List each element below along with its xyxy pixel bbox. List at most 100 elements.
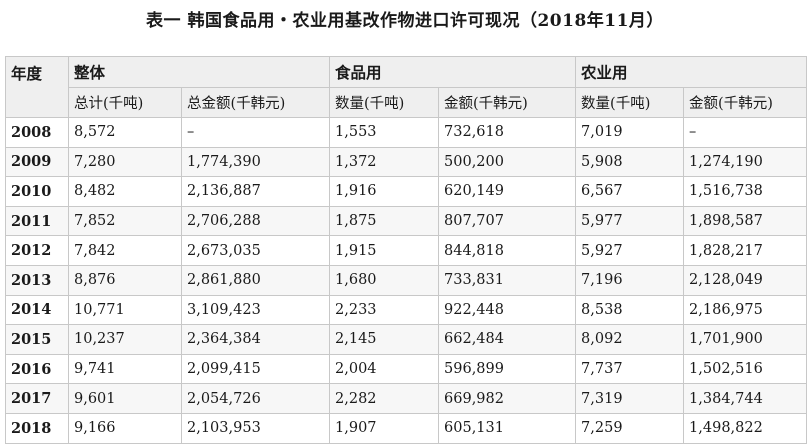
agri-volume-cell: 7,019 bbox=[575, 117, 685, 148]
total-volume-cell: 8,482 bbox=[68, 176, 182, 207]
agri-volume-cell: 7,259 bbox=[575, 412, 685, 444]
food-volume-cell: 1,875 bbox=[329, 205, 440, 237]
header-food: 食品用 bbox=[329, 56, 577, 88]
total-volume-cell: 9,166 bbox=[68, 412, 182, 444]
total-amount-cell: 2,103,953 bbox=[180, 412, 331, 444]
total-amount-cell: 2,673,035 bbox=[180, 235, 331, 266]
agri-volume-cell: 6,567 bbox=[575, 176, 685, 207]
table-row: 2012 7,842 2,673,035 1,915 844,818 5,927 1,828… bbox=[5, 235, 808, 266]
food-volume-cell: 1,372 bbox=[329, 146, 440, 178]
food-volume-cell: 2,233 bbox=[329, 294, 440, 326]
table-row: 2010 8,482 2,136,887 1,916 620,149 6,567 1,516… bbox=[5, 176, 808, 207]
food-amount-cell: 605,131 bbox=[438, 412, 577, 444]
food-volume-cell: 1,907 bbox=[329, 412, 440, 444]
total-volume-cell: 7,852 bbox=[68, 205, 182, 237]
total-amount-cell: 2,099,415 bbox=[180, 353, 331, 385]
agri-amount-cell: 1,516,738 bbox=[683, 176, 808, 207]
table-row: 2013 8,876 2,861,880 1,680 733,831 7,196 2,128… bbox=[5, 264, 808, 296]
agri-volume-cell: 5,908 bbox=[575, 146, 685, 178]
food-amount-cell: 620,149 bbox=[438, 176, 577, 207]
agri-volume-cell: 7,319 bbox=[575, 383, 685, 414]
food-amount-cell: 669,982 bbox=[438, 383, 577, 414]
row-year: 2008 bbox=[5, 117, 69, 148]
header-food-volume: 数量(千吨) bbox=[329, 87, 440, 118]
agri-volume-cell: 5,977 bbox=[575, 205, 685, 237]
header-total-amount: 总金额(千韩元) bbox=[180, 87, 331, 118]
agri-amount-cell: 1,701,900 bbox=[683, 324, 808, 355]
agri-amount-cell: 1,898,587 bbox=[683, 205, 808, 237]
row-year: 2009 bbox=[5, 146, 69, 178]
header-food-amount: 金额(千韩元) bbox=[438, 87, 577, 118]
total-volume-cell: 7,280 bbox=[68, 146, 182, 178]
row-year: 2013 bbox=[5, 264, 69, 296]
food-volume-cell: 2,282 bbox=[329, 383, 440, 414]
agri-volume-cell: 7,196 bbox=[575, 264, 685, 296]
header-row-subcolumns: 总计(千吨) 总金额(千韩元) 数量(千吨) 金额(千韩元) 数量(千吨) 金额… bbox=[6, 87, 808, 118]
page-title: 表一 韩国食品用・农业用基改作物进口许可现况（2018年11月） bbox=[146, 11, 664, 31]
total-amount-cell: 2,364,384 bbox=[180, 324, 331, 355]
food-amount-cell: 500,200 bbox=[438, 146, 577, 178]
food-amount-cell: 733,831 bbox=[438, 264, 577, 296]
header-row-groups: 年度 整体 食品用 农业用 bbox=[5, 56, 808, 118]
food-amount-cell: 596,899 bbox=[438, 353, 577, 385]
food-volume-cell: 1,916 bbox=[329, 176, 440, 207]
food-amount-cell: 807,707 bbox=[438, 205, 577, 237]
total-amount-cell: 2,136,887 bbox=[180, 176, 331, 207]
agri-volume-cell: 5,927 bbox=[575, 235, 685, 266]
table-row: 2016 9,741 2,099,415 2,004 596,899 7,737 1,502… bbox=[5, 353, 808, 385]
table-row: 2011 7,852 2,706,288 1,875 807,707 5,977 1,898… bbox=[5, 205, 808, 237]
gmo-import-table: 年度 整体 食品用 农业用 总计(千吨) 总金额(千韩元) 数量(千吨) 金额(… bbox=[5, 56, 808, 444]
total-volume-cell: 10,771 bbox=[68, 294, 182, 326]
header-agri-amount: 金额(千韩元) bbox=[683, 87, 808, 118]
header-total-volume: 总计(千吨) bbox=[68, 87, 182, 118]
total-volume-cell: 9,741 bbox=[68, 353, 182, 385]
agri-amount-cell: 2,128,049 bbox=[683, 264, 808, 296]
total-volume-cell: 7,842 bbox=[68, 235, 182, 266]
agri-amount-cell: 2,186,975 bbox=[683, 294, 808, 326]
food-volume-cell: 1,915 bbox=[329, 235, 440, 266]
food-amount-cell: 844,818 bbox=[438, 235, 577, 266]
row-year: 2012 bbox=[5, 235, 69, 266]
agri-amount-cell: 1,502,516 bbox=[683, 353, 808, 385]
total-amount-cell: 2,861,880 bbox=[180, 264, 331, 296]
total-amount-cell: 1,774,390 bbox=[180, 146, 331, 178]
row-year: 2016 bbox=[5, 353, 69, 385]
total-amount-cell: – bbox=[180, 117, 331, 148]
total-volume-cell: 10,237 bbox=[68, 324, 182, 355]
row-year: 2011 bbox=[5, 205, 69, 237]
agri-amount-cell: 1,384,744 bbox=[683, 383, 808, 414]
header-year: 年度 bbox=[5, 56, 69, 118]
table-row: 2009 7,280 1,774,390 1,372 500,200 5,908 1,274… bbox=[5, 146, 808, 178]
food-amount-cell: 732,618 bbox=[438, 117, 577, 148]
agri-amount-cell: 1,828,217 bbox=[683, 235, 808, 266]
table-row: 2015 10,237 2,364,384 2,145 662,484 8,092 1,70… bbox=[5, 324, 808, 355]
food-amount-cell: 922,448 bbox=[438, 294, 577, 326]
total-volume-cell: 9,601 bbox=[68, 383, 182, 414]
header-overall: 整体 bbox=[67, 56, 331, 88]
food-volume-cell: 2,145 bbox=[329, 324, 440, 355]
agri-amount-cell: – bbox=[683, 117, 808, 148]
food-volume-cell: 1,553 bbox=[329, 117, 440, 148]
row-year: 2015 bbox=[5, 324, 69, 355]
total-amount-cell: 2,706,288 bbox=[180, 205, 331, 237]
agri-amount-cell: 1,498,822 bbox=[683, 412, 808, 444]
total-amount-cell: 2,054,726 bbox=[180, 383, 331, 414]
food-volume-cell: 2,004 bbox=[329, 353, 440, 385]
row-year: 2010 bbox=[5, 176, 69, 207]
header-agri-volume: 数量(千吨) bbox=[575, 87, 685, 118]
table-row: 2014 10,771 3,109,423 2,233 922,448 8,538 2,18… bbox=[5, 294, 808, 326]
row-year: 2017 bbox=[5, 383, 69, 414]
agri-amount-cell: 1,274,190 bbox=[683, 146, 808, 178]
table-row: 2008 8,572–1,553 732,618 7,019– bbox=[5, 117, 808, 148]
table-row: 2018 9,166 2,103,953 1,907 605,131 7,259 1,498… bbox=[5, 412, 808, 444]
header-agri: 农业用 bbox=[575, 56, 808, 88]
row-year: 2014 bbox=[5, 294, 69, 326]
food-volume-cell: 1,680 bbox=[329, 264, 440, 296]
food-amount-cell: 662,484 bbox=[438, 324, 577, 355]
agri-volume-cell: 7,737 bbox=[575, 353, 685, 385]
total-amount-cell: 3,109,423 bbox=[180, 294, 331, 326]
total-volume-cell: 8,876 bbox=[68, 264, 182, 296]
agri-volume-cell: 8,538 bbox=[575, 294, 685, 326]
total-volume-cell: 8,572 bbox=[68, 117, 182, 148]
agri-volume-cell: 8,092 bbox=[575, 324, 685, 355]
